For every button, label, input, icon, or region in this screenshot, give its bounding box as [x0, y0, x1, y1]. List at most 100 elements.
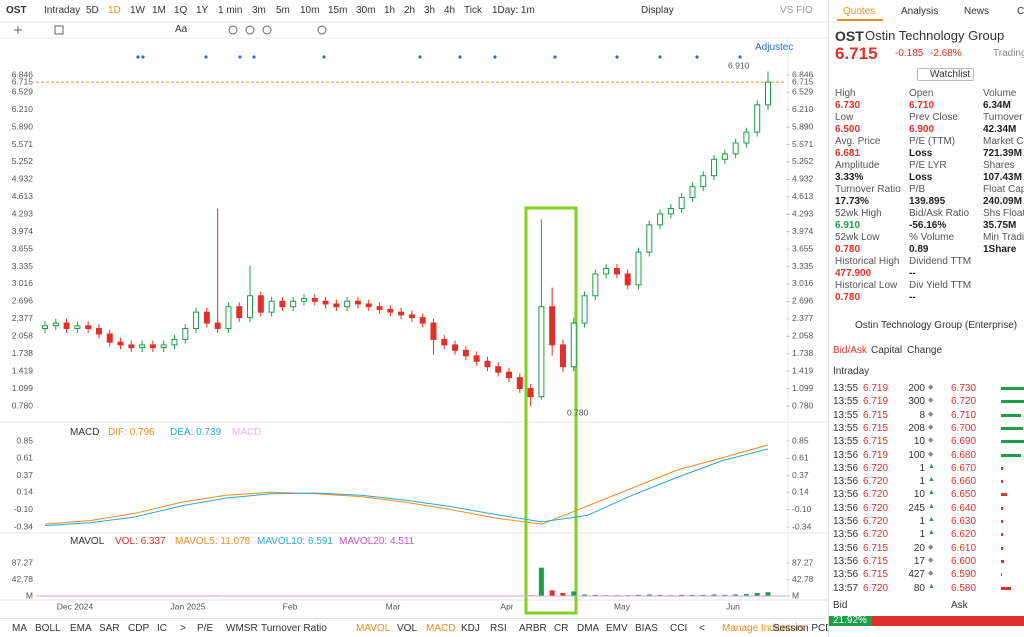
industry[interactable]: Ostin Technology Group (Enterprise) [855, 320, 1018, 331]
candle-body [95, 328, 102, 335]
indicator-tab[interactable]: > [180, 623, 186, 634]
period-tab[interactable]: Intraday [44, 5, 81, 16]
period-tab[interactable]: Tick [464, 5, 482, 16]
y-tick-label: 0.14 [16, 487, 33, 497]
indicator-tab[interactable]: BOLL [35, 623, 61, 634]
indicator-tab[interactable]: SAR [99, 623, 120, 634]
event-dot [738, 55, 742, 59]
period-tab[interactable]: 1Q [174, 5, 188, 16]
indicator-tab[interactable]: CCI [670, 623, 688, 634]
x-tick-label: Jun [726, 601, 740, 611]
panel-tab[interactable]: News [964, 6, 990, 17]
book-tab[interactable]: Capital [871, 345, 903, 356]
tick-dir: ◆ [928, 543, 934, 551]
tick-dir: ▲ [928, 582, 935, 590]
book-tab[interactable]: Change [907, 345, 943, 356]
session[interactable]: Session PCD [773, 623, 833, 634]
book-price: 6.590 [951, 569, 977, 581]
panel-tab[interactable]: Co [1017, 6, 1024, 17]
y-tick-label: 4.293 [12, 209, 34, 219]
icon[interactable] [317, 25, 327, 35]
y-tick-label: 5.571 [12, 139, 34, 149]
intraday[interactable]: Intraday [833, 366, 870, 377]
indicator-tab[interactable]: CR [554, 623, 569, 634]
candle-body [559, 344, 566, 368]
stat-label: Low [835, 112, 854, 123]
period-tab[interactable]: 15m [328, 5, 348, 16]
period-tab[interactable]: 1 min [218, 5, 243, 16]
y-tick-label: 1.738 [12, 348, 34, 358]
y-tick-label: 2.696 [12, 296, 34, 306]
period-tab[interactable]: 1Y [196, 5, 209, 16]
indicator-tab[interactable]: MACD [426, 623, 456, 634]
manage-indicators[interactable]: Manage Indicators [722, 623, 805, 634]
period-tab[interactable]: 3h [424, 5, 436, 16]
panel-tab[interactable]: Analysis [901, 6, 939, 17]
display-menu[interactable]: Display [641, 5, 674, 16]
icon[interactable] [262, 25, 272, 35]
period-tab[interactable]: 1W [130, 5, 145, 16]
period-tab[interactable]: 4h [444, 5, 456, 16]
compare[interactable]: VS FIO [780, 5, 813, 16]
indicator-tab[interactable]: EMA [70, 623, 92, 634]
indicator-tab[interactable]: EMV [606, 623, 628, 634]
book-price: 6.680 [951, 449, 977, 461]
stat-label: Open [909, 88, 934, 99]
indicator-tab[interactable]: < [699, 623, 705, 634]
event-dot [418, 55, 422, 59]
indicator-name: MAVOL [70, 536, 105, 547]
period-tab[interactable]: 10m [300, 5, 320, 16]
icon[interactable] [245, 25, 255, 35]
tick-dir: ◆ [928, 410, 934, 418]
book-tab[interactable]: Bid/Ask [833, 345, 867, 356]
indicator-tab[interactable]: DMA [577, 623, 600, 634]
period-tab[interactable]: 5D [86, 5, 99, 16]
indicator-tab[interactable]: IC [157, 623, 167, 634]
indicator-tab[interactable]: MA [12, 623, 27, 634]
indicator-tab[interactable]: CDP [128, 623, 150, 634]
period-tab[interactable]: 30m [356, 5, 376, 16]
period-tab[interactable]: 1h [384, 5, 396, 16]
adjust-label[interactable]: Adjustec [755, 42, 794, 53]
indicator-tab[interactable]: VOL [397, 623, 418, 634]
tick-volume: 17 [913, 555, 925, 567]
depth-bar [1001, 453, 1021, 457]
icon[interactable] [14, 26, 22, 34]
period-tab[interactable]: 2h [404, 5, 416, 16]
ratio-bar-ask [872, 616, 1024, 626]
stat-label: Volume [983, 88, 1017, 99]
indicator-tab[interactable]: RSI [490, 623, 507, 634]
indicator-tab[interactable]: MAVOL [356, 623, 391, 634]
candle-body [344, 300, 351, 308]
period-tab[interactable]: 1Day: 1m [492, 5, 535, 16]
indicator-tab[interactable]: ARBR [519, 623, 547, 634]
tick-volume: 10 [913, 436, 925, 448]
last-price-label: 6.715 [792, 76, 814, 86]
y-tick-label: 5.890 [792, 121, 814, 131]
tick-time: 13:55 [833, 383, 859, 394]
tick-volume: 300 [908, 396, 925, 408]
y-tick-label: 3.974 [12, 226, 34, 236]
period-tab[interactable]: 1D [108, 5, 121, 16]
draw-tools[interactable] [14, 25, 327, 35]
y-tick-label: 1.419 [12, 365, 34, 375]
indicator-tab[interactable]: WMSR [226, 623, 258, 634]
candle-body [214, 322, 221, 330]
indicator-tab[interactable]: BIAS [635, 623, 658, 634]
indicator-tab[interactable]: Turnover Ratio [261, 623, 327, 634]
watchlist[interactable]: Watchlist [917, 68, 975, 81]
text-tool[interactable]: Aa [175, 24, 188, 35]
period-tab[interactable]: 5m [276, 5, 290, 16]
y-tick-label: 0.61 [16, 453, 33, 463]
tick-dir: ◆ [928, 556, 934, 564]
tick-time: 13:55 [833, 396, 859, 408]
period-tab[interactable]: 1M [152, 5, 166, 16]
icon[interactable] [54, 25, 64, 35]
period-tab[interactable]: 3m [252, 5, 266, 16]
indicator-tab[interactable]: P/E [197, 623, 214, 634]
indicator-tab[interactable]: KDJ [461, 623, 480, 634]
icon[interactable] [228, 25, 238, 35]
panel-tab[interactable]: Quotes [843, 6, 876, 17]
candle-body [257, 295, 264, 313]
